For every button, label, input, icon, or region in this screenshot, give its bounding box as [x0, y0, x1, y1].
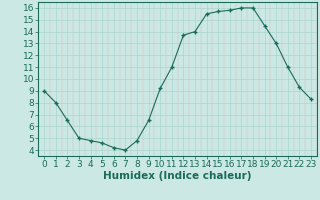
X-axis label: Humidex (Indice chaleur): Humidex (Indice chaleur): [103, 171, 252, 181]
